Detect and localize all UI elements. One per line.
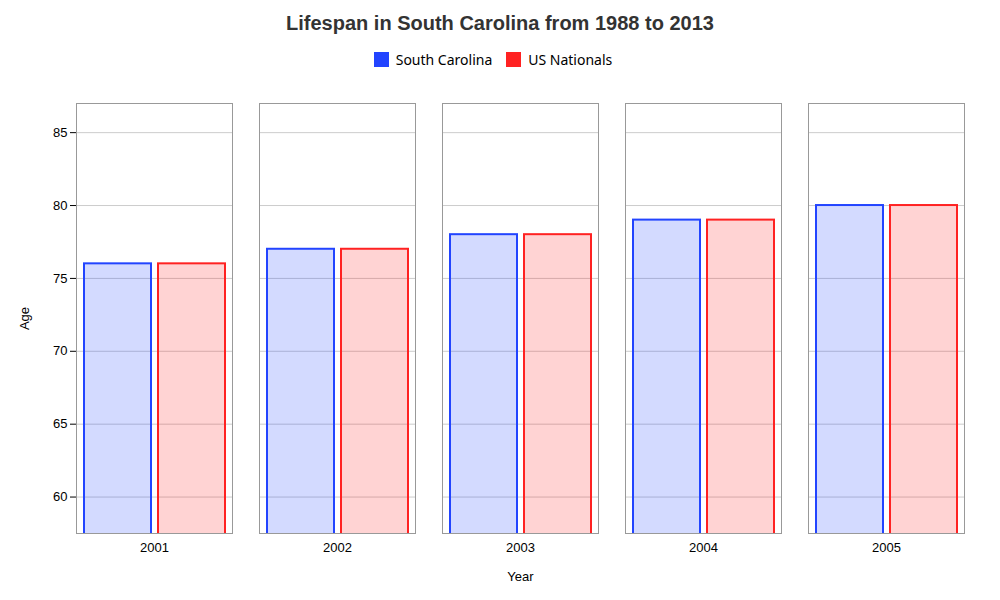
svg-text:85: 85 <box>53 125 67 140</box>
svg-text:2001: 2001 <box>140 540 169 555</box>
svg-text:Age: Age <box>17 307 32 330</box>
svg-text:2002: 2002 <box>323 540 352 555</box>
svg-text:2005: 2005 <box>872 540 901 555</box>
svg-text:2003: 2003 <box>506 540 535 555</box>
svg-text:65: 65 <box>53 416 67 431</box>
html-text:Lifespan in South Carolina fro: Lifespan in South Carolina from 1988 to … <box>286 12 714 34</box>
svg-text:Year: Year <box>507 569 534 584</box>
html-text:US Nationals: US Nationals <box>528 50 613 69</box>
svg-text:60: 60 <box>53 489 67 504</box>
svg-text:80: 80 <box>53 198 67 213</box>
svg-text:2004: 2004 <box>689 540 718 555</box>
svg-text:75: 75 <box>53 271 67 286</box>
html-text:South Carolina: South Carolina <box>395 50 493 69</box>
svg-text:70: 70 <box>53 343 67 358</box>
